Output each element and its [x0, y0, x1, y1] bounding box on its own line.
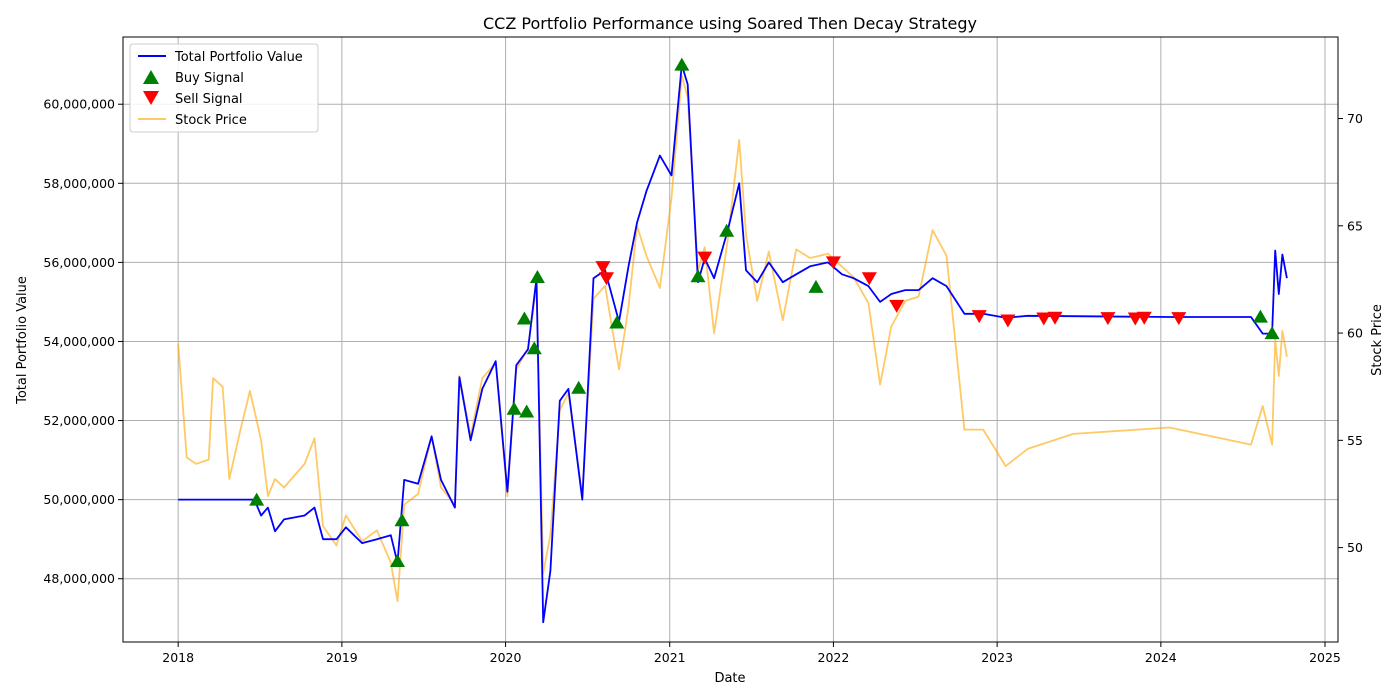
y2-tick-label: 55 — [1347, 433, 1363, 448]
legend: Total Portfolio Value Buy Signal Sell Si… — [129, 43, 319, 133]
buy-signal-marker — [519, 404, 535, 418]
sell-signal-marker — [971, 310, 987, 324]
sell-signal-marker — [1036, 312, 1052, 326]
portfolio-value-line — [178, 63, 1288, 624]
legend-buy-marker — [143, 70, 159, 84]
buy-signal-marker — [526, 341, 542, 355]
sell-signal-marker — [697, 251, 713, 265]
grid — [123, 37, 1338, 642]
x-tick-label: 2019 — [326, 650, 358, 665]
sell-signal-marker — [825, 256, 841, 270]
legend-sell-label: Sell Signal — [175, 92, 243, 107]
y-tick-label: 50,000,000 — [43, 492, 115, 507]
x-tick-label: 2020 — [490, 650, 522, 665]
signal-markers — [249, 57, 1280, 567]
buy-signal-marker — [1252, 309, 1268, 323]
x-tick-label: 2022 — [818, 650, 850, 665]
y-tick-label: 48,000,000 — [43, 571, 115, 586]
buy-signal-marker — [249, 492, 265, 506]
legend-sell-marker — [143, 91, 159, 105]
buy-signal-marker — [1264, 326, 1280, 340]
y-tick-label: 54,000,000 — [43, 334, 115, 349]
buy-signal-marker — [609, 315, 625, 329]
sell-signal-marker — [598, 272, 614, 286]
sell-signal-marker — [1127, 312, 1143, 326]
y-axis-title: Total Portfolio Value — [15, 276, 30, 405]
chart-title: CCZ Portfolio Performance using Soared T… — [483, 14, 977, 33]
buy-signal-marker — [674, 57, 690, 71]
y-tick-label: 58,000,000 — [43, 176, 115, 191]
y2-tick-label: 65 — [1347, 218, 1363, 233]
legend-portfolio-label: Total Portfolio Value — [174, 50, 303, 65]
buy-signal-marker — [529, 270, 545, 284]
x-tick-label: 2021 — [654, 650, 686, 665]
sell-signal-marker — [1171, 312, 1187, 326]
buy-signal-marker — [389, 553, 405, 567]
buy-signal-marker — [394, 513, 410, 527]
x-tick-label: 2025 — [1309, 650, 1341, 665]
stock-price-line — [177, 74, 1288, 603]
legend-stock-label: Stock Price — [175, 113, 247, 128]
sell-signal-marker — [1000, 314, 1016, 328]
stock-price-layer — [177, 74, 1288, 603]
y-tick-label: 52,000,000 — [43, 413, 115, 428]
legend-buy-label: Buy Signal — [175, 71, 244, 86]
legend-box — [129, 43, 319, 133]
sell-signal-marker — [861, 272, 877, 286]
buy-signal-marker — [719, 223, 735, 237]
sell-signal-marker — [889, 299, 905, 313]
sell-signal-marker — [595, 261, 611, 275]
y2-tick-label: 60 — [1347, 326, 1363, 341]
x-tick-label: 2023 — [981, 650, 1013, 665]
y2-tick-label: 50 — [1347, 540, 1363, 555]
axes: 2018 2019 2020 2021 2022 2023 2024 2025 48,000,0… — [43, 97, 1363, 665]
y-tick-label: 60,000,000 — [43, 97, 115, 112]
buy-signal-marker — [506, 401, 522, 415]
y2-tick-label: 70 — [1347, 111, 1363, 126]
plot-frame — [122, 36, 1339, 643]
portfolio-value-layer — [178, 63, 1288, 624]
sell-signal-marker — [1136, 311, 1152, 325]
buy-signal-marker — [516, 311, 532, 325]
buy-signal-marker — [808, 279, 824, 293]
y2-axis-title: Stock Price — [1370, 304, 1385, 376]
x-tick-label: 2018 — [162, 650, 194, 665]
x-tick-label: 2024 — [1145, 650, 1177, 665]
sell-signal-marker — [1100, 312, 1116, 326]
buy-signal-marker — [571, 380, 587, 394]
x-axis-title: Date — [714, 671, 745, 686]
y-tick-label: 56,000,000 — [43, 255, 115, 270]
sell-signal-marker — [1047, 311, 1063, 325]
buy-signal-marker — [690, 269, 706, 283]
